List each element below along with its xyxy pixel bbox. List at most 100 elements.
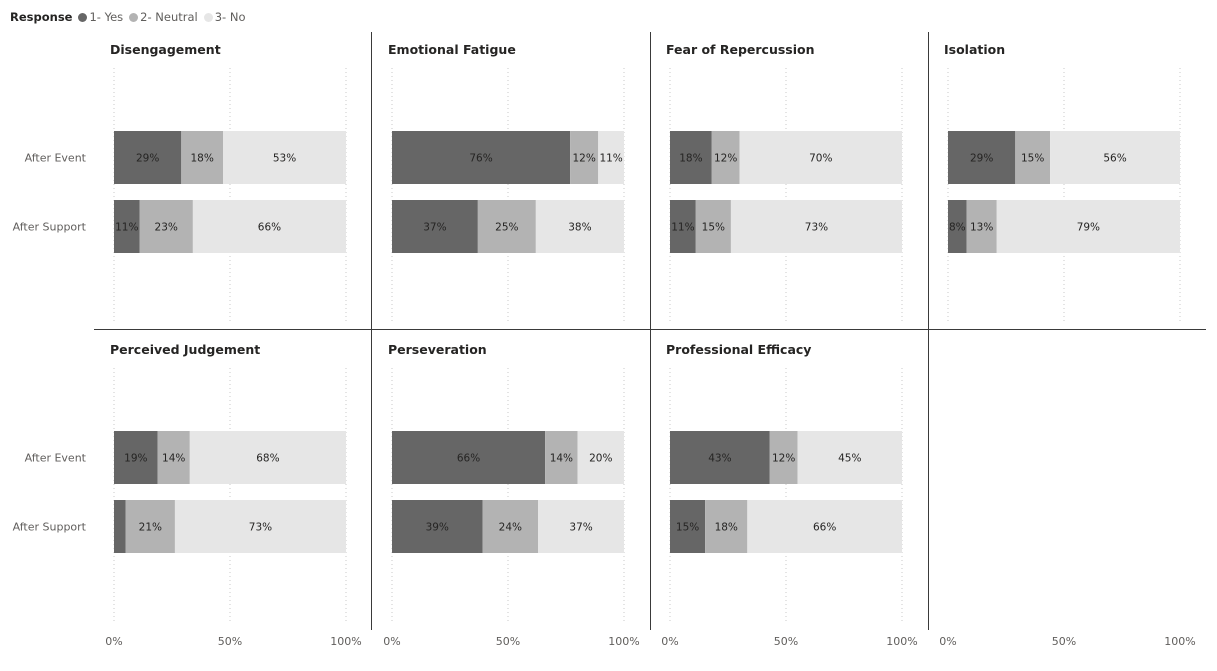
bar-3-no [1050, 131, 1180, 184]
bar-3-no [730, 200, 902, 253]
bar-2-neutral [139, 200, 193, 253]
bar-2-neutral [545, 431, 578, 484]
data-label: 21% [139, 522, 162, 534]
data-label: 37% [569, 522, 592, 534]
data-label: 11% [671, 222, 694, 234]
bar-1-yes [114, 200, 140, 253]
legend-item-neutral[interactable]: 2- Neutral [129, 10, 198, 24]
data-label: 23% [155, 222, 178, 234]
x-tick-label: 50% [218, 635, 242, 648]
bar-2-neutral [157, 431, 190, 484]
bar-2-neutral [181, 131, 224, 184]
data-label: 73% [249, 522, 272, 534]
data-label: 14% [162, 453, 185, 465]
data-label: 38% [568, 222, 591, 234]
panel-title: Professional Efficacy [666, 342, 811, 357]
data-label: 76% [469, 153, 492, 165]
panel-professional-efficacy: Professional Efficacy 43% 12% 45% 15% 18% 66% [666, 342, 903, 622]
legend: Response 1- Yes 2- Neutral 3- No [10, 9, 252, 25]
panel-title: Fear of Repercussion [666, 42, 815, 57]
x-tick-label: 0% [105, 635, 122, 648]
data-label: 73% [805, 222, 828, 234]
data-label: 53% [273, 153, 296, 165]
bar-2-neutral [705, 500, 748, 553]
bar-3-no [223, 131, 346, 184]
category-label-after-support: After Support [13, 221, 87, 234]
bar-2-neutral [695, 200, 731, 253]
legend-dot-neutral [129, 12, 139, 22]
bar-1-yes [392, 500, 483, 553]
panel-emotional-fatigue: Emotional Fatigue 76% 12% 11% 37% 25% 38% [388, 42, 625, 322]
data-label: 25% [495, 222, 518, 234]
data-label: 15% [676, 522, 699, 534]
bar-3-no [577, 431, 624, 484]
data-label: 11% [599, 153, 622, 165]
data-label: 43% [708, 453, 731, 465]
data-label: 8% [949, 222, 966, 234]
bar-1-yes [948, 131, 1016, 184]
legend-item-no[interactable]: 3- No [203, 10, 246, 24]
legend-dot-yes [78, 12, 88, 22]
legend-item-yes[interactable]: 1- Yes [78, 10, 123, 24]
legend-label-yes: 1- Yes [89, 10, 124, 24]
bar-1-yes [392, 431, 546, 484]
data-label: 56% [1103, 153, 1126, 165]
panel-perceived-judgement: Perceived Judgement 19% 14% 68% 21% 73% [110, 342, 347, 622]
x-tick-label: 50% [774, 635, 798, 648]
bar-2-neutral [966, 200, 997, 253]
panel-title: Perseveration [388, 342, 487, 357]
data-label: 68% [256, 453, 279, 465]
bar-3-no [174, 500, 346, 553]
data-label: 79% [1077, 222, 1100, 234]
data-label: 12% [714, 153, 737, 165]
bar-2-neutral [482, 500, 539, 553]
bar-3-no [535, 200, 624, 253]
bar-1-yes [948, 200, 967, 253]
bar-1-yes [392, 131, 571, 184]
x-tick-label: 100% [1164, 635, 1195, 648]
bar-1-yes [114, 500, 126, 553]
data-label: 66% [813, 522, 836, 534]
x-tick-label: 0% [661, 635, 678, 648]
data-label: 18% [715, 522, 738, 534]
x-tick-label: 50% [1052, 635, 1076, 648]
bar-2-neutral [570, 131, 599, 184]
data-label: 29% [136, 153, 159, 165]
data-label: 29% [970, 153, 993, 165]
bar-1-yes [670, 131, 712, 184]
panel-isolation: Isolation 29% 15% 56% 8% 13% 79% [944, 42, 1181, 322]
data-label: 66% [258, 222, 281, 234]
bar-1-yes [670, 200, 696, 253]
x-tick-label: 50% [496, 635, 520, 648]
panel-fear-of-repercussion: Fear of Repercussion 18% 12% 70% 11% 15% 73% [666, 42, 903, 322]
bar-2-neutral [1015, 131, 1051, 184]
x-tick-label: 0% [383, 635, 400, 648]
bar-3-no [192, 200, 346, 253]
bar-3-no [747, 500, 902, 553]
category-label-after-event: After Event [25, 152, 87, 165]
bar-2-neutral [711, 131, 740, 184]
data-label: 39% [426, 522, 449, 534]
bar-3-no [189, 431, 346, 484]
data-label: 20% [589, 453, 612, 465]
bar-1-yes [392, 200, 478, 253]
data-label: 14% [550, 453, 573, 465]
data-label: 13% [970, 222, 993, 234]
category-label-after-support: After Support [13, 521, 87, 534]
bar-1-yes [114, 431, 158, 484]
data-label: 37% [423, 222, 446, 234]
legend-label-no: 3- No [214, 10, 246, 24]
bar-3-no [538, 500, 624, 553]
data-label: 45% [838, 453, 861, 465]
category-label-after-event: After Event [25, 452, 87, 465]
data-label: 18% [190, 153, 213, 165]
panel-perseveration: Perseveration 66% 14% 20% 39% 24% 37% [388, 342, 625, 622]
bar-1-yes [670, 500, 706, 553]
x-tick-label: 100% [608, 635, 639, 648]
x-tick-label: 100% [330, 635, 361, 648]
bar-3-no [598, 131, 624, 184]
data-label: 12% [772, 453, 795, 465]
bar-2-neutral [477, 200, 536, 253]
bar-1-yes [670, 431, 770, 484]
